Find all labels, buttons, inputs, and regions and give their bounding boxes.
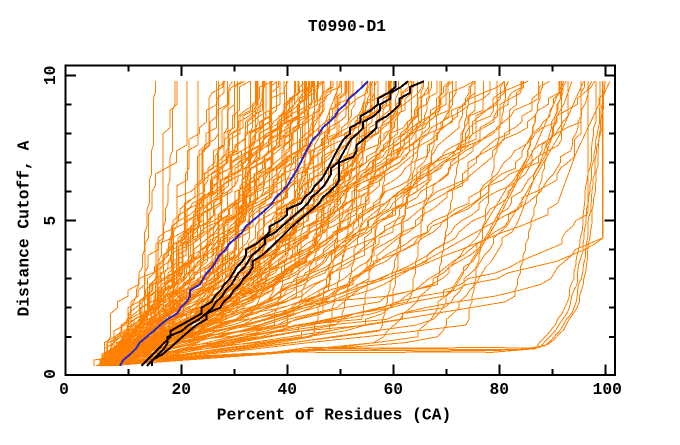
svg-text:0: 0 [41, 369, 60, 379]
svg-text:60: 60 [384, 380, 404, 399]
svg-text:0: 0 [59, 380, 69, 399]
svg-text:T0990-D1: T0990-D1 [308, 17, 386, 36]
svg-text:10: 10 [41, 66, 60, 86]
svg-text:80: 80 [490, 380, 510, 399]
svg-text:20: 20 [172, 380, 192, 399]
svg-text:40: 40 [278, 380, 298, 399]
svg-text:100: 100 [593, 380, 622, 399]
svg-text:5: 5 [41, 216, 60, 226]
svg-text:Percent of Residues (CA): Percent of Residues (CA) [217, 406, 452, 425]
svg-text:Distance Cutoff, A: Distance Cutoff, A [15, 140, 34, 316]
